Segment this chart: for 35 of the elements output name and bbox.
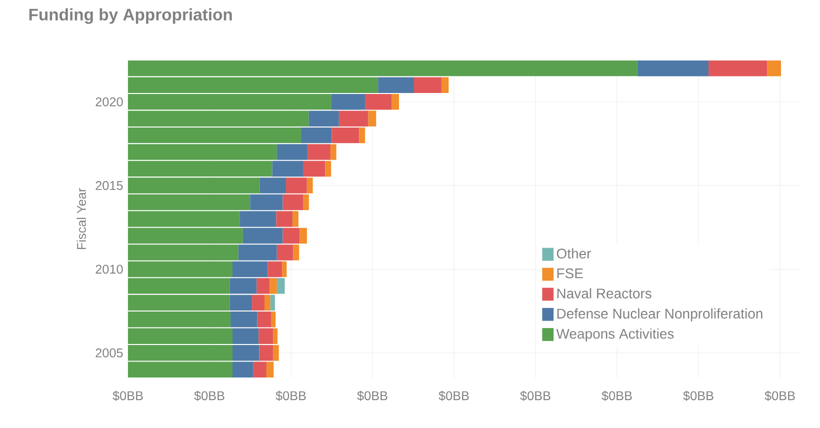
chart-title: Funding by Appropriation <box>29 8 232 24</box>
legend-label: FSE <box>557 268 583 278</box>
bar <box>708 60 768 76</box>
text: $0BB <box>520 390 550 401</box>
y-axis-title: Fiscal Year <box>76 188 86 250</box>
text: $0BB <box>112 390 143 401</box>
bar <box>282 261 287 278</box>
bar <box>378 77 414 93</box>
bar <box>637 60 709 76</box>
legend-label: Weapons Activities <box>556 328 674 342</box>
bar <box>293 244 300 260</box>
bar <box>368 110 376 126</box>
text: $0BB <box>357 390 388 401</box>
text: $0BB <box>683 390 714 401</box>
legend-label: Naval Reactors <box>557 288 652 298</box>
y-tick-label: 2020 <box>96 97 123 106</box>
text: $0BB <box>194 390 224 401</box>
y-tick-label: 2010 <box>96 264 123 274</box>
text: $0BB <box>438 390 469 401</box>
bar <box>767 60 782 76</box>
bar <box>276 278 285 294</box>
bar <box>270 294 275 311</box>
bar <box>414 77 442 93</box>
y-tick-label: 2005 <box>96 348 123 358</box>
text: $0BB <box>602 390 632 401</box>
text: $0BB <box>764 390 795 401</box>
legend-label: Defense Nuclear Nonproliferation <box>557 308 762 322</box>
bar <box>292 211 298 227</box>
bar <box>441 77 449 93</box>
legend-label: Other <box>556 248 592 259</box>
y-tick-label: 2015 <box>96 181 123 190</box>
text: $0BB <box>276 390 306 401</box>
bar <box>359 127 366 144</box>
bar <box>300 228 307 244</box>
bar <box>392 94 400 110</box>
